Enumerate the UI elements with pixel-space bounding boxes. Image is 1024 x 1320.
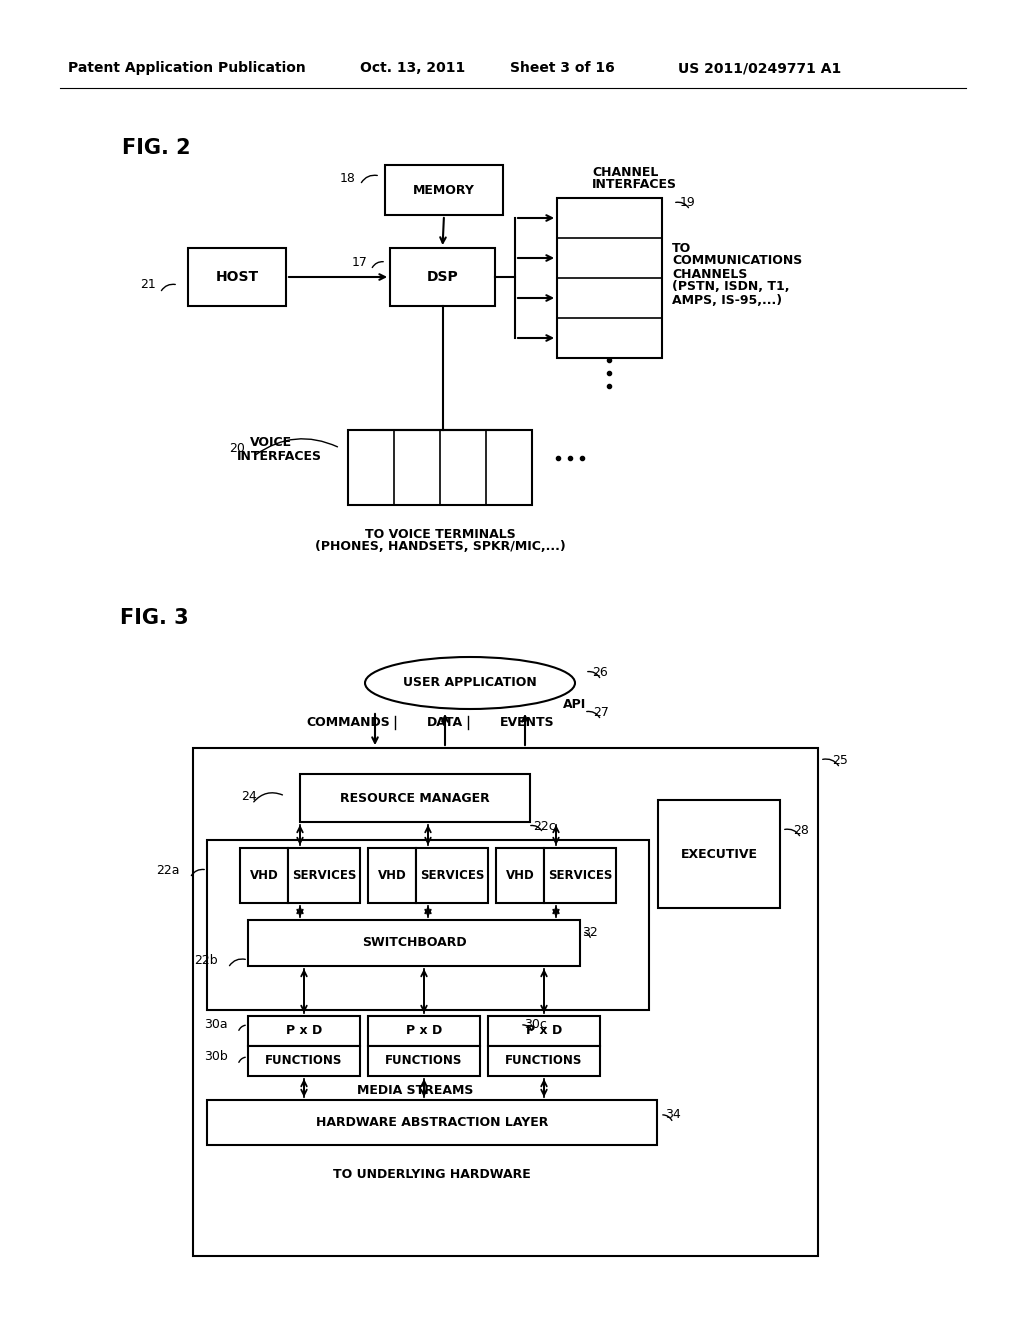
Text: SERVICES: SERVICES [420, 869, 484, 882]
Text: (PSTN, ISDN, T1,: (PSTN, ISDN, T1, [672, 281, 790, 293]
Bar [240, 847, 288, 903]
Text: AMPS, IS-95,...): AMPS, IS-95,...) [672, 293, 782, 306]
Text: COMMANDS: COMMANDS [306, 715, 390, 729]
Bar [248, 1045, 360, 1076]
Text: VHD: VHD [506, 869, 535, 882]
Text: FIG. 3: FIG. 3 [120, 609, 188, 628]
Text: 22b: 22b [195, 953, 218, 966]
Text: HOST: HOST [215, 271, 259, 284]
Text: MEDIA STREAMS: MEDIA STREAMS [356, 1084, 473, 1097]
Text: MEMORY: MEMORY [413, 183, 475, 197]
Text: SWITCHBOARD: SWITCHBOARD [361, 936, 466, 949]
Ellipse shape [365, 657, 575, 709]
Text: HARDWARE ABSTRACTION LAYER: HARDWARE ABSTRACTION LAYER [315, 1115, 548, 1129]
Text: 24: 24 [241, 789, 257, 803]
Text: API: API [563, 697, 587, 710]
Text: EVENTS: EVENTS [500, 715, 554, 729]
Bar [188, 248, 286, 306]
Bar [207, 840, 649, 1010]
Text: Patent Application Publication: Patent Application Publication [68, 61, 306, 75]
Bar [416, 847, 488, 903]
Bar [368, 1045, 480, 1076]
Text: 28: 28 [793, 824, 809, 837]
Text: VHD: VHD [250, 869, 279, 882]
Text: VOICE: VOICE [250, 437, 292, 450]
Bar [288, 847, 360, 903]
Text: TO UNDERLYING HARDWARE: TO UNDERLYING HARDWARE [333, 1168, 530, 1181]
Bar [248, 1016, 360, 1045]
Bar [658, 800, 780, 908]
Text: COMMUNICATIONS: COMMUNICATIONS [672, 255, 802, 268]
Text: 18: 18 [340, 172, 356, 185]
Text: TO VOICE TERMINALS: TO VOICE TERMINALS [365, 528, 515, 540]
Text: 27: 27 [593, 705, 609, 718]
Text: FIG. 2: FIG. 2 [122, 139, 190, 158]
Text: 34: 34 [665, 1109, 681, 1122]
Text: RESOURCE MANAGER: RESOURCE MANAGER [340, 792, 489, 804]
Text: 30a: 30a [205, 1019, 228, 1031]
Bar [368, 847, 416, 903]
Text: Oct. 13, 2011: Oct. 13, 2011 [360, 61, 465, 75]
Text: 22c: 22c [534, 820, 556, 833]
Text: USER APPLICATION: USER APPLICATION [403, 676, 537, 689]
Text: US 2011/0249771 A1: US 2011/0249771 A1 [678, 61, 842, 75]
Text: FUNCTIONS: FUNCTIONS [505, 1055, 583, 1068]
Text: 26: 26 [592, 665, 608, 678]
Text: P x D: P x D [286, 1024, 323, 1038]
Bar [207, 1100, 657, 1144]
Text: P x D: P x D [526, 1024, 562, 1038]
Text: CHANNELS: CHANNELS [672, 268, 748, 281]
Text: 30c: 30c [524, 1019, 547, 1031]
Text: INTERFACES: INTERFACES [592, 178, 677, 191]
Bar [544, 847, 616, 903]
Text: DSP: DSP [427, 271, 459, 284]
Text: P x D: P x D [406, 1024, 442, 1038]
Text: INTERFACES: INTERFACES [237, 450, 322, 462]
Text: SERVICES: SERVICES [292, 869, 356, 882]
Text: EXECUTIVE: EXECUTIVE [681, 847, 758, 861]
Bar [390, 248, 495, 306]
Bar [385, 165, 503, 215]
Text: SERVICES: SERVICES [548, 869, 612, 882]
Bar [488, 1016, 600, 1045]
Bar [248, 920, 580, 966]
Text: 30b: 30b [204, 1051, 228, 1064]
Text: TO: TO [672, 242, 691, 255]
Bar [368, 1016, 480, 1045]
Bar [488, 1045, 600, 1076]
Bar [300, 774, 530, 822]
Text: 21: 21 [140, 279, 156, 292]
Text: 17: 17 [352, 256, 368, 269]
Bar [557, 198, 662, 358]
Bar [348, 430, 532, 506]
Text: FUNCTIONS: FUNCTIONS [385, 1055, 463, 1068]
Text: 22a: 22a [157, 863, 180, 876]
Bar [193, 748, 818, 1257]
Text: DATA: DATA [427, 715, 463, 729]
Text: 32: 32 [582, 925, 598, 939]
Text: 19: 19 [680, 197, 695, 210]
Bar [496, 847, 544, 903]
Text: CHANNEL: CHANNEL [592, 165, 658, 178]
Text: FUNCTIONS: FUNCTIONS [265, 1055, 343, 1068]
Text: Sheet 3 of 16: Sheet 3 of 16 [510, 61, 614, 75]
Text: VHD: VHD [378, 869, 407, 882]
Text: (PHONES, HANDSETS, SPKR/MIC,...): (PHONES, HANDSETS, SPKR/MIC,...) [314, 540, 565, 553]
Text: 25: 25 [831, 754, 848, 767]
Text: 20: 20 [229, 441, 245, 454]
